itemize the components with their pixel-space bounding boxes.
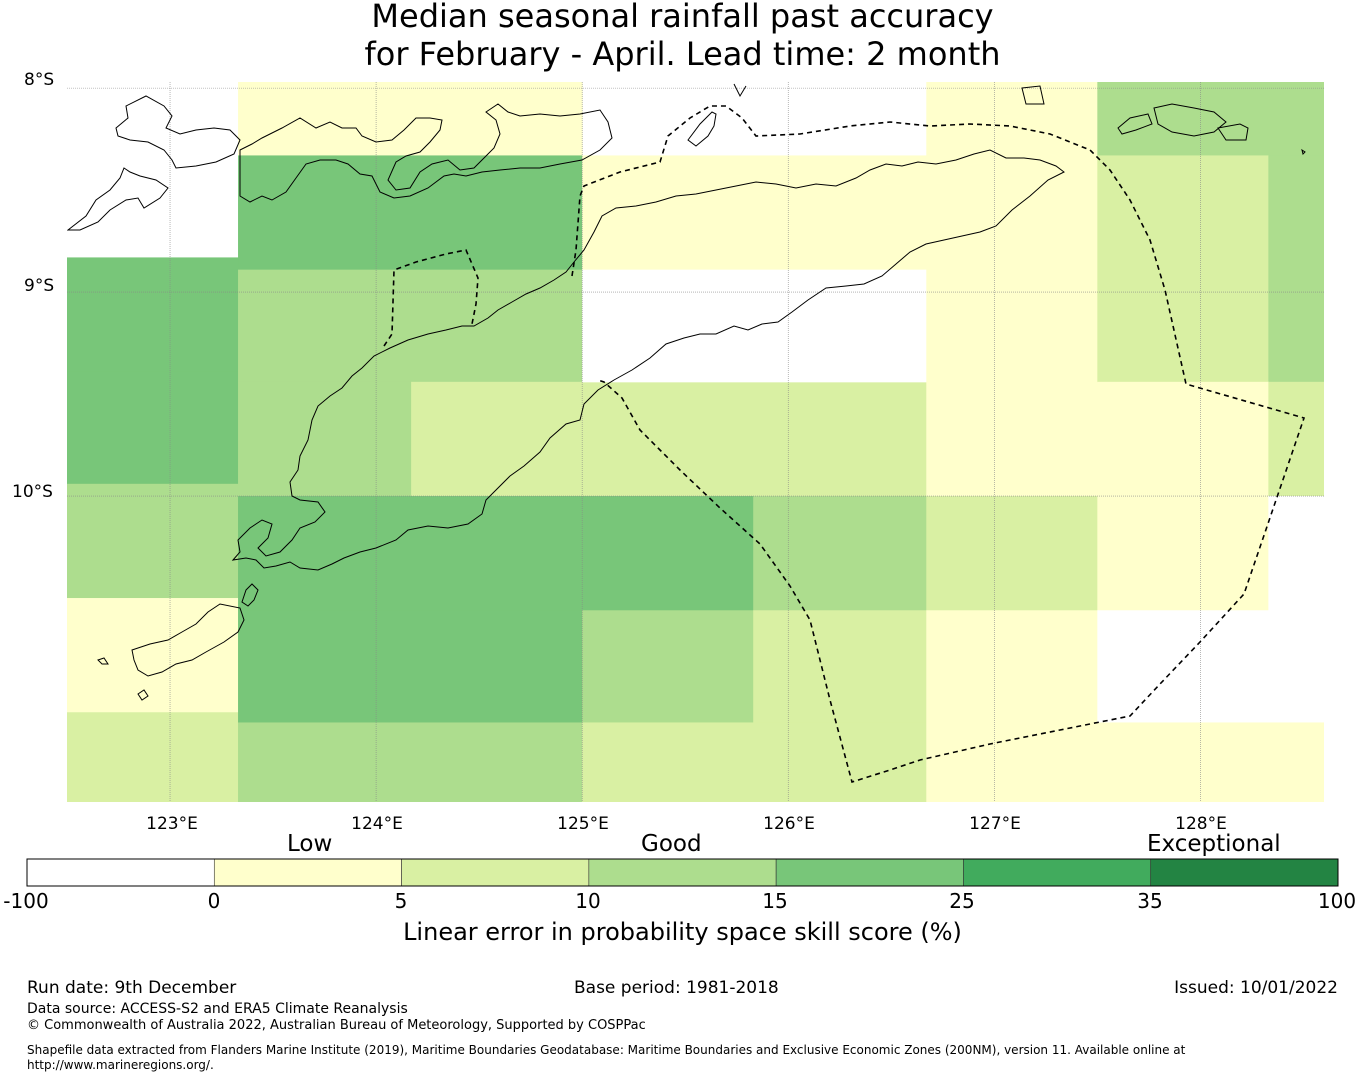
colorbar-title: Linear error in probability space skill … xyxy=(403,918,962,946)
grid-cell-23 xyxy=(1097,155,1269,383)
run-date: Run date: 9th December xyxy=(27,978,237,998)
skill-score-grid xyxy=(67,82,1324,802)
colorbar-swatch-3 xyxy=(588,858,777,887)
grid-cell-0 xyxy=(67,257,239,373)
grid-cell-27 xyxy=(1097,496,1269,611)
category-good: Good xyxy=(641,831,702,857)
grid-cell-2 xyxy=(67,483,239,599)
colorbar-swatch-2 xyxy=(401,858,590,887)
lon-label-127e: 127°E xyxy=(969,814,1021,834)
grid-cell-9 xyxy=(411,381,927,497)
data-source: Data source: ACCESS-S2 and ERA5 Climate … xyxy=(27,1001,408,1017)
semau-coastline xyxy=(241,583,259,607)
grid-cell-21 xyxy=(926,610,1098,802)
grid-cell-5 xyxy=(238,82,583,156)
grid-cell-6 xyxy=(238,155,583,271)
colorbar xyxy=(26,858,1339,887)
grid-cell-12 xyxy=(238,722,583,802)
grid-cell-20 xyxy=(926,496,1098,611)
grid-cell-24 xyxy=(1268,155,1324,383)
colorbar-tick-10: 10 xyxy=(575,889,601,913)
alor-coastline xyxy=(115,95,241,169)
grid-cell-19 xyxy=(926,82,1098,497)
colorbar-tick-100: 100 xyxy=(1317,889,1357,913)
issued-date: Issued: 10/01/2022 xyxy=(1174,978,1338,998)
lakor-coastline xyxy=(1217,123,1249,141)
grid-cell-14 xyxy=(582,269,927,383)
grid-cell-18 xyxy=(582,722,927,802)
colorbar-tick-15: 15 xyxy=(762,889,788,913)
copyright: © Commonwealth of Australia 2022, Austra… xyxy=(27,1018,646,1033)
small-island-4 xyxy=(733,83,747,98)
grid-cell-25 xyxy=(1097,381,1269,497)
lat-label-8s: 8°S xyxy=(24,70,55,90)
small-island-2 xyxy=(97,657,109,665)
timor-coastline xyxy=(231,149,1065,571)
grid-cell-11 xyxy=(238,610,583,723)
shapefile-note: Shapefile data extracted from Flanders M… xyxy=(27,1043,1186,1072)
grid-cell-26 xyxy=(1268,381,1324,497)
colorbar-swatch-6 xyxy=(1150,858,1339,887)
lon-label-125e: 125°E xyxy=(557,814,609,834)
grid-cell-8 xyxy=(238,381,412,497)
colorbar-swatch-5 xyxy=(963,858,1152,887)
grid-cell-30 xyxy=(1097,722,1324,802)
grid-cell-17 xyxy=(753,610,927,723)
category-exceptional: Exceptional xyxy=(1147,831,1281,857)
map-title-line-2: for February - April. Lead time: 2 month xyxy=(364,35,1001,73)
grid-cell-28 xyxy=(1268,496,1324,611)
small-island-1 xyxy=(137,689,149,701)
grid-cell-4 xyxy=(67,712,239,802)
flores-east-coastline xyxy=(239,103,613,203)
lat-label-9s: 9°S xyxy=(24,276,55,296)
atauro-coastline xyxy=(687,111,717,147)
lon-label-124e: 124°E xyxy=(351,814,403,834)
grid-cell-1 xyxy=(67,371,239,485)
small-island-3 xyxy=(1301,148,1306,155)
category-low: Low xyxy=(287,831,333,857)
grid-cell-29 xyxy=(1097,610,1324,723)
moa-coastline xyxy=(1153,103,1227,137)
lat-label-10s: 10°S xyxy=(12,482,53,502)
lon-label-128e: 128°E xyxy=(1175,814,1227,834)
map-title-line-1: Median seasonal rainfall past accuracy xyxy=(371,0,994,35)
colorbar-border xyxy=(26,858,1339,887)
graticule xyxy=(67,82,1324,802)
colorbar-swatch-4 xyxy=(775,858,964,887)
grid-cell-16 xyxy=(582,610,754,723)
lon-label-123e: 123°E xyxy=(146,814,198,834)
oecusse-eez-boundary xyxy=(383,249,479,347)
pantar-coastline xyxy=(67,167,169,231)
timor-leste-eez-boundary xyxy=(571,105,1306,784)
grid-cell-13 xyxy=(582,155,927,271)
colorbar-tick-35: 35 xyxy=(1137,889,1163,913)
grid-cell-10 xyxy=(238,496,754,611)
grid-cell-7 xyxy=(238,269,583,383)
colorbar-tick-5: 5 xyxy=(394,889,408,913)
grid-cell-22 xyxy=(1097,82,1324,156)
coastlines xyxy=(67,83,1306,701)
colorbar-tick-0: 0 xyxy=(207,889,221,913)
colorbar-tick-25: 25 xyxy=(949,889,975,913)
grid-cell-15 xyxy=(753,496,927,611)
maritime-boundary xyxy=(383,105,1306,784)
rote-coastline xyxy=(131,603,245,677)
base-period: Base period: 1981-2018 xyxy=(574,978,779,998)
kisar-coastline xyxy=(1021,85,1045,105)
grid-cell-3 xyxy=(67,598,239,713)
colorbar-swatch-0 xyxy=(26,858,215,887)
colorbar-swatch-1 xyxy=(213,858,402,887)
leti-coastline xyxy=(1117,113,1153,135)
lon-label-126e: 126°E xyxy=(763,814,815,834)
colorbar-tick-minus-100: -100 xyxy=(3,889,49,913)
